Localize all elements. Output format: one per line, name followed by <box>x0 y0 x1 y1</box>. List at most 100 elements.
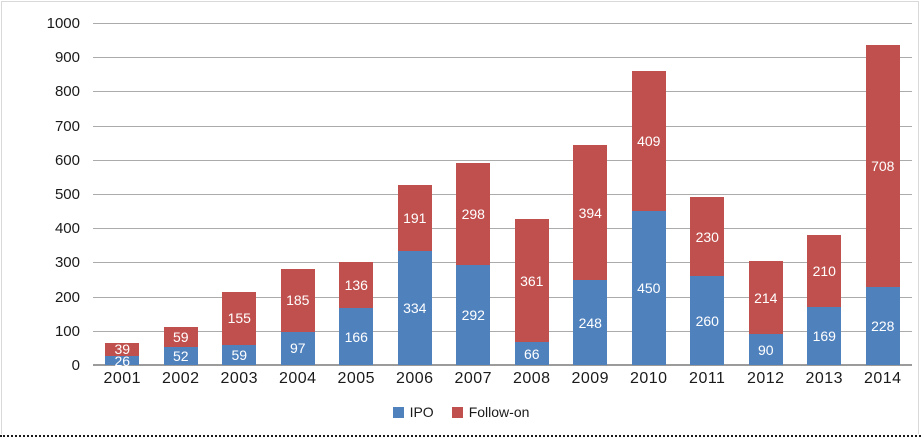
bar-segment-ipo-2007: 292 <box>456 265 491 365</box>
bar-segment-ipo-2009: 248 <box>573 280 608 365</box>
y-tick-label: 500 <box>54 186 80 203</box>
x-tick-label-2007: 2007 <box>454 370 493 387</box>
bar-value-label: 260 <box>695 312 719 329</box>
x-tick-label-2014: 2014 <box>863 370 902 387</box>
x-tick-label-2010: 2010 <box>629 370 668 387</box>
x-tick-label-2012: 2012 <box>746 370 785 387</box>
bar-segment-follow-on-2009: 394 <box>573 145 608 281</box>
gridline-y-200 <box>93 296 912 298</box>
bar-segment-ipo-2001: 26 <box>105 352 140 369</box>
bar-value-label: 191 <box>403 210 427 227</box>
bar-segment-ipo-2003: 59 <box>222 344 257 365</box>
y-tick-label: 800 <box>54 83 80 101</box>
bar-value-label: 66 <box>523 345 540 362</box>
bar-segment-follow-on-2011: 230 <box>690 197 725 277</box>
y-tick-label: 1000 <box>46 15 80 32</box>
bar-segment-ipo-2002: 52 <box>163 347 198 365</box>
bar-segment-ipo-2008: 66 <box>514 342 549 365</box>
y-tick-label: 600 <box>54 151 80 169</box>
y-tick-label: 200 <box>54 288 80 306</box>
bar-value-label: 210 <box>812 263 836 280</box>
bar-segment-ipo-2013: 169 <box>807 307 842 365</box>
gridline-y-0 <box>93 364 912 366</box>
x-tick-label-2008: 2008 <box>512 370 551 387</box>
bar-value-label: 155 <box>227 310 251 327</box>
legend-label-follow-on: Follow-on <box>468 404 530 420</box>
bar-segment-ipo-2006: 334 <box>397 250 432 365</box>
legend-label-ipo: IPO <box>409 404 434 420</box>
gridline-y-600 <box>93 159 912 161</box>
legend-swatch-follow-on <box>451 406 463 418</box>
bar-value-label: 26 <box>114 352 131 369</box>
bar-segment-follow-on-2007: 298 <box>456 163 491 266</box>
gridline-y-400 <box>93 228 912 230</box>
bar-value-label: 59 <box>172 329 189 346</box>
bar-segment-ipo-2014: 228 <box>865 287 900 365</box>
bar-value-label: 298 <box>461 206 485 223</box>
bar-segment-follow-on-2008: 361 <box>514 218 549 343</box>
bar-value-label: 166 <box>344 328 368 345</box>
bar-segment-follow-on-2013: 210 <box>807 235 842 308</box>
bar-value-label: 708 <box>871 157 895 174</box>
bar-value-label: 97 <box>289 340 306 357</box>
bar-value-label: 292 <box>461 307 485 324</box>
bar-value-label: 230 <box>695 228 719 245</box>
x-tick-label-2002: 2002 <box>161 370 200 387</box>
bar-value-label: 361 <box>520 272 544 289</box>
gridline-y-500 <box>93 194 912 195</box>
bar-value-label: 39 <box>114 341 131 358</box>
x-tick-label-2005: 2005 <box>337 370 376 387</box>
gridline-y-1000 <box>93 23 912 24</box>
bar-value-label: 90 <box>757 341 774 358</box>
bar-segment-ipo-2010: 450 <box>631 211 666 365</box>
bar-value-label: 52 <box>172 348 189 365</box>
gridline-y-100 <box>93 330 912 332</box>
bar-value-label: 136 <box>344 276 368 293</box>
gridline-y-700 <box>93 125 912 127</box>
gridline-y-300 <box>93 262 912 264</box>
gridline-y-900 <box>93 57 912 59</box>
legend-item-follow-on: Follow-on <box>451 404 530 420</box>
legend-swatch-ipo <box>392 406 404 418</box>
bar-value-label: 248 <box>578 314 602 331</box>
bar-value-label: 409 <box>637 133 661 150</box>
bar-value-label: 59 <box>231 346 248 363</box>
legend-item-ipo: IPO <box>392 404 434 420</box>
x-tick-label-2001: 2001 <box>103 370 142 387</box>
bar-value-label: 185 <box>286 292 310 309</box>
bar-segment-follow-on-2003: 155 <box>222 291 257 345</box>
bar-segment-follow-on-2005: 136 <box>339 261 374 309</box>
bar-segment-follow-on-2001: 39 <box>105 341 140 358</box>
legend: IPO Follow-on <box>2 405 920 419</box>
bar-value-label: 334 <box>403 299 427 316</box>
bar-value-label: 169 <box>812 328 836 345</box>
gridline-y-800 <box>93 91 912 93</box>
bar-value-label: 228 <box>871 318 895 334</box>
x-tick-label-2013: 2013 <box>805 370 844 387</box>
bar-segment-follow-on-2012: 214 <box>748 261 783 335</box>
x-tick-label-2006: 2006 <box>395 370 434 387</box>
bar-segment-follow-on-2002: 59 <box>163 327 198 348</box>
y-tick-label: 700 <box>54 117 80 135</box>
y-tick-label: 300 <box>54 254 80 272</box>
bar-segment-ipo-2011: 260 <box>690 276 725 365</box>
bar-segment-ipo-2005: 166 <box>339 308 374 365</box>
y-tick-label: 100 <box>54 322 80 340</box>
x-tick-label-2009: 2009 <box>571 370 610 387</box>
x-tick-label-2011: 2011 <box>689 370 726 387</box>
y-tick-label: 400 <box>54 220 80 238</box>
bar-segment-follow-on-2010: 409 <box>631 71 666 212</box>
bar-segment-ipo-2012: 90 <box>748 334 783 365</box>
bar-segment-follow-on-2014: 708 <box>865 44 900 287</box>
bar-value-label: 214 <box>754 289 778 306</box>
x-tick-label-2003: 2003 <box>220 370 259 387</box>
bar-value-label: 394 <box>578 204 602 221</box>
x-tick-label-2004: 2004 <box>278 370 317 387</box>
bar-segment-follow-on-2004: 185 <box>280 268 315 332</box>
y-tick-label: 900 <box>54 49 80 67</box>
y-tick-label: 0 <box>71 357 80 374</box>
bar-value-label: 450 <box>637 280 661 297</box>
bar-segment-ipo-2004: 97 <box>280 331 315 365</box>
